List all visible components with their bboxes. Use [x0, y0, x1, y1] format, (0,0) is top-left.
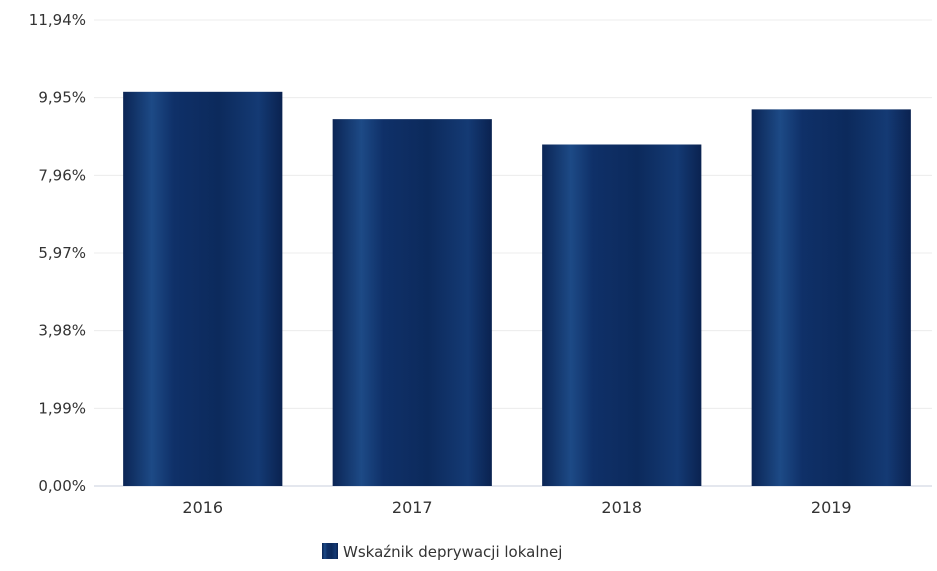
y-tick-label: 5,97%	[38, 244, 86, 262]
legend-label[interactable]: Wskaźnik deprywacji lokalnej	[343, 543, 562, 561]
bar-2016[interactable]	[123, 91, 283, 487]
legend-swatch[interactable]	[322, 543, 338, 559]
y-tick-label: 11,94%	[29, 11, 86, 29]
y-tick-label: 9,95%	[38, 89, 86, 107]
x-tick-label: 2019	[811, 498, 852, 517]
x-tick-label: 2017	[392, 498, 433, 517]
y-tick-label: 0,00%	[38, 477, 86, 495]
x-tick-label: 2018	[601, 498, 642, 517]
y-tick-label: 3,98%	[38, 322, 86, 340]
bar-2018[interactable]	[542, 144, 702, 486]
y-tick-label: 7,96%	[38, 166, 86, 184]
x-tick-label: 2016	[182, 498, 223, 517]
bar-2017[interactable]	[332, 119, 492, 487]
bar-2019[interactable]	[751, 109, 911, 486]
y-tick-label: 1,99%	[38, 399, 86, 417]
bars	[123, 91, 911, 487]
y-axis: 0,00% 1,99% 3,98% 5,97% 7,96% 9,95% 11,94%	[29, 11, 86, 495]
legend[interactable]: Wskaźnik deprywacji lokalnej	[322, 543, 562, 561]
x-axis: 2016 2017 2018 2019	[182, 498, 851, 517]
